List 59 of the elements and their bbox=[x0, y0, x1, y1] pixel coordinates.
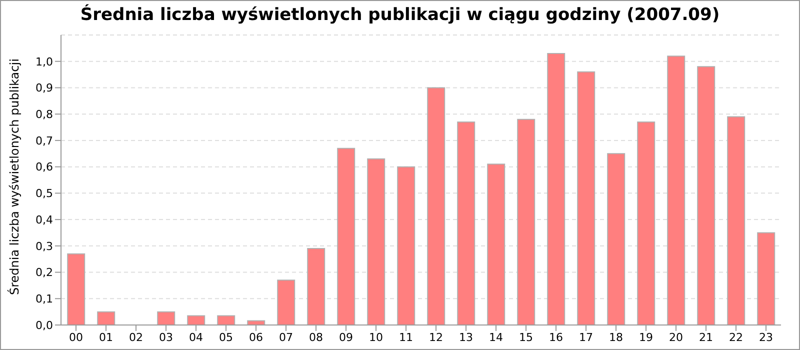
x-tick-label: 11 bbox=[399, 330, 413, 344]
bar bbox=[727, 116, 746, 325]
y-tick-label: 0,1 bbox=[36, 292, 53, 306]
x-tick-label: 15 bbox=[519, 330, 533, 344]
bar bbox=[697, 66, 716, 325]
bar bbox=[397, 166, 416, 325]
bar bbox=[547, 52, 566, 325]
y-axis-title: Średnia liczba wyświetlonych publikacji bbox=[6, 58, 22, 295]
x-tick-label: 08 bbox=[309, 330, 323, 344]
x-tick-label: 19 bbox=[639, 330, 653, 344]
y-tick-label: 0,2 bbox=[36, 266, 53, 280]
x-tick-label: 23 bbox=[759, 330, 773, 344]
x-tick-label: 18 bbox=[609, 330, 623, 344]
bar bbox=[97, 311, 116, 325]
bar bbox=[187, 315, 206, 325]
bar bbox=[637, 122, 656, 325]
y-tick-label: 0,7 bbox=[36, 134, 53, 148]
bar bbox=[757, 232, 776, 325]
x-tick-label: 06 bbox=[249, 330, 263, 344]
bar bbox=[217, 315, 236, 325]
x-tick-label: 13 bbox=[459, 330, 473, 344]
x-tick-label: 09 bbox=[339, 330, 353, 344]
bar bbox=[427, 87, 446, 325]
x-tick-label: 01 bbox=[99, 330, 113, 344]
bar bbox=[457, 122, 476, 325]
bar bbox=[607, 153, 626, 325]
y-tick-label: 0,6 bbox=[36, 160, 53, 174]
x-tick-label: 05 bbox=[219, 330, 233, 344]
x-tick-label: 22 bbox=[729, 330, 743, 344]
x-tick-label: 03 bbox=[159, 330, 173, 344]
x-tick-label: 10 bbox=[369, 330, 383, 344]
bar bbox=[277, 280, 296, 325]
y-tick-label: 0,4 bbox=[36, 213, 53, 226]
x-tick-label: 14 bbox=[489, 330, 503, 344]
bar bbox=[367, 158, 386, 325]
y-tick-label: 0,0 bbox=[36, 318, 53, 332]
y-tick-label: 0,3 bbox=[36, 240, 53, 253]
x-tick-label: 02 bbox=[129, 330, 143, 344]
chart-title: Średnia liczba wyświetlonych publikacji w ciągu godziny (2007.09) bbox=[79, 3, 721, 27]
bar bbox=[67, 253, 86, 325]
bar bbox=[487, 164, 506, 325]
x-tick-label: 04 bbox=[189, 330, 203, 344]
y-tick-label: 0,5 bbox=[36, 187, 53, 200]
bar bbox=[157, 311, 176, 325]
y-tick-label: 1,0 bbox=[36, 55, 53, 68]
bar bbox=[307, 248, 326, 325]
x-tick-label: 07 bbox=[279, 330, 293, 344]
bar bbox=[517, 118, 536, 325]
x-tick-label: 17 bbox=[579, 330, 593, 344]
x-tick-label: 20 bbox=[669, 330, 683, 344]
bar bbox=[667, 56, 686, 325]
bar bbox=[577, 71, 596, 325]
x-tick-label: 16 bbox=[549, 330, 563, 344]
bar bbox=[337, 148, 356, 325]
x-tick-label: 12 bbox=[429, 330, 443, 344]
x-tick-label: 21 bbox=[699, 330, 713, 344]
x-tick-label: 00 bbox=[69, 330, 83, 344]
y-tick-label: 0,8 bbox=[36, 108, 53, 121]
y-tick-label: 0,9 bbox=[36, 82, 53, 95]
